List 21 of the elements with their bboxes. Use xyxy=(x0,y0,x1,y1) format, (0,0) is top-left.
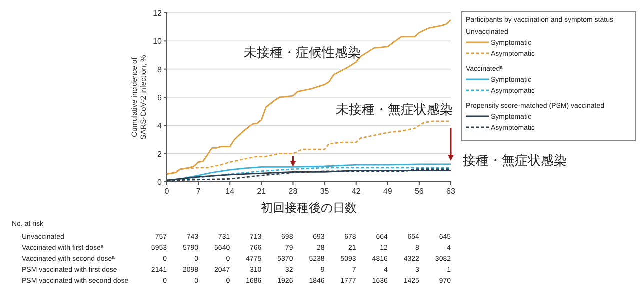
y-tick-label: 8 xyxy=(158,65,163,74)
x-tick-label: 56 xyxy=(414,187,424,196)
y-tick-label: 10 xyxy=(153,37,163,46)
x-axis-title: 初回接種後の日数 xyxy=(261,201,357,215)
text: 接種・無症状感染 xyxy=(463,153,567,168)
x-tick-label: 14 xyxy=(226,187,236,196)
y-tick-label: 0 xyxy=(158,178,163,187)
annotation: 未接種・無症状感染 xyxy=(336,102,453,117)
x-tick-label: 42 xyxy=(352,187,362,196)
y-tick-label: 12 xyxy=(153,9,163,18)
x-tick-label: 7 xyxy=(196,187,202,196)
y-tick-label: 2 xyxy=(158,150,163,159)
x-tick-label: 21 xyxy=(257,187,267,196)
x-tick-label: 28 xyxy=(288,187,298,196)
x-tick-label: 35 xyxy=(320,187,330,196)
x-tick-label: 0 xyxy=(164,187,170,196)
y-tick-label: 4 xyxy=(158,122,163,131)
y-tick-label: 6 xyxy=(158,94,163,102)
x-tick-label: 63 xyxy=(446,187,456,196)
annotation: 未接種・症候性感染 xyxy=(244,45,361,60)
x-tick-label: 49 xyxy=(383,187,393,196)
